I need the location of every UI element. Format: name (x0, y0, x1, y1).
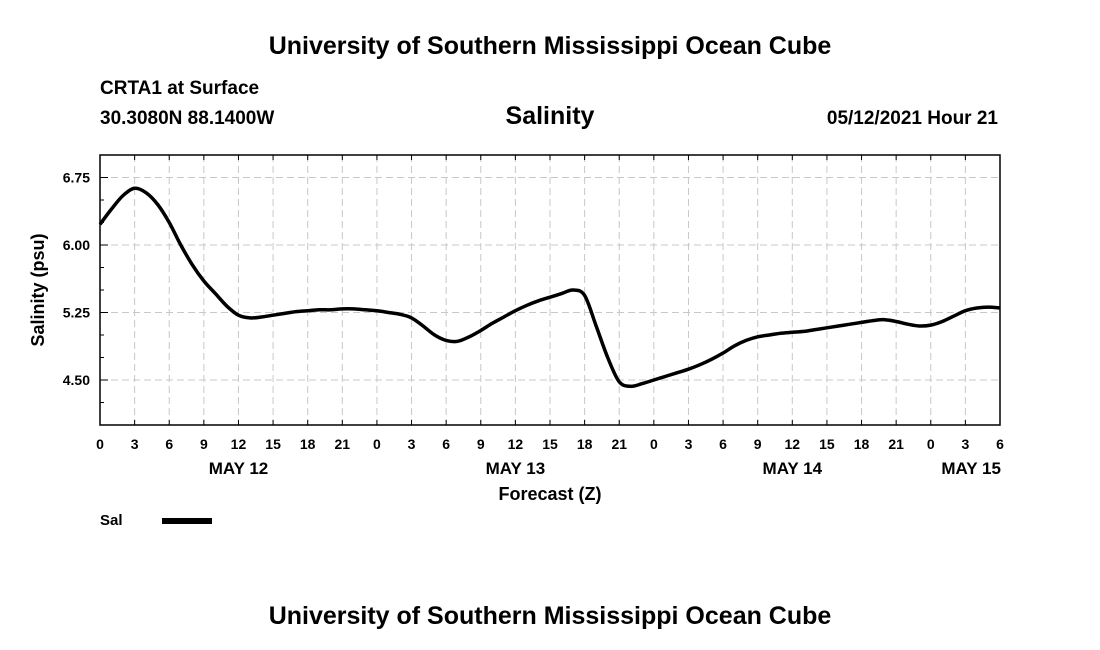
x-tick-label: 12 (508, 436, 524, 452)
x-tick-label: 9 (200, 436, 208, 452)
day-label: MAY 13 (486, 459, 546, 478)
x-tick-label: 6 (165, 436, 173, 452)
x-tick-label: 18 (577, 436, 593, 452)
series-line-sal (98, 186, 1001, 389)
x-tick-label: 3 (408, 436, 416, 452)
x-tick-label: 3 (131, 436, 139, 452)
x-tick-label: 15 (542, 436, 558, 452)
page-title: University of Southern Mississippi Ocean… (269, 32, 832, 60)
day-label: MAY 15 (941, 459, 1001, 478)
x-tick-label: 9 (754, 436, 762, 452)
station-label: CRTA1 at Surface (100, 78, 259, 99)
x-tick-label: 0 (373, 436, 381, 452)
x-tick-label: 18 (300, 436, 316, 452)
x-tick-label: 0 (96, 436, 104, 452)
y-tick-label: 6.75 (63, 170, 90, 186)
x-tick-label: 9 (477, 436, 485, 452)
x-tick-label: 21 (611, 436, 627, 452)
x-tick-label: 3 (685, 436, 693, 452)
legend-label: Sal (100, 512, 123, 529)
series (98, 186, 1001, 389)
chart-title: Salinity (506, 102, 595, 130)
x-tick-label: 0 (650, 436, 658, 452)
x-tick-label: 3 (961, 436, 969, 452)
x-tick-label: 6 (719, 436, 727, 452)
legend: Sal (100, 512, 212, 529)
x-tick-label: 6 (996, 436, 1004, 452)
footer-title: University of Southern Mississippi Ocean… (269, 602, 832, 630)
x-tick-label: 21 (335, 436, 351, 452)
day-label: MAY 12 (209, 459, 269, 478)
y-axis-label: Salinity (psu) (28, 233, 48, 346)
x-tick-label: 18 (854, 436, 870, 452)
grid (100, 155, 1000, 425)
location-label: 30.3080N 88.1400W (100, 108, 274, 129)
y-tick-label: 5.25 (63, 305, 90, 321)
x-tick-label: 6 (442, 436, 450, 452)
y-tick-label: 4.50 (63, 372, 90, 388)
x-tick-label: 15 (819, 436, 835, 452)
x-tick-label: 15 (265, 436, 281, 452)
y-tick-label: 6.00 (63, 237, 90, 253)
x-tick-label: 12 (785, 436, 801, 452)
x-tick-label: 0 (927, 436, 935, 452)
axes: 0 3 6 9 12 15 18 21 0 3 6 9 12 15 18 21 0 3 6 9 12 15 18 21 0 3 6 4… (63, 154, 1004, 478)
x-tick-label: 12 (231, 436, 247, 452)
x-axis-label: Forecast (Z) (498, 484, 601, 504)
x-tick-label: 21 (888, 436, 904, 452)
issued-time: 05/12/2021 Hour 21 (827, 108, 999, 129)
day-label: MAY 14 (763, 459, 823, 478)
